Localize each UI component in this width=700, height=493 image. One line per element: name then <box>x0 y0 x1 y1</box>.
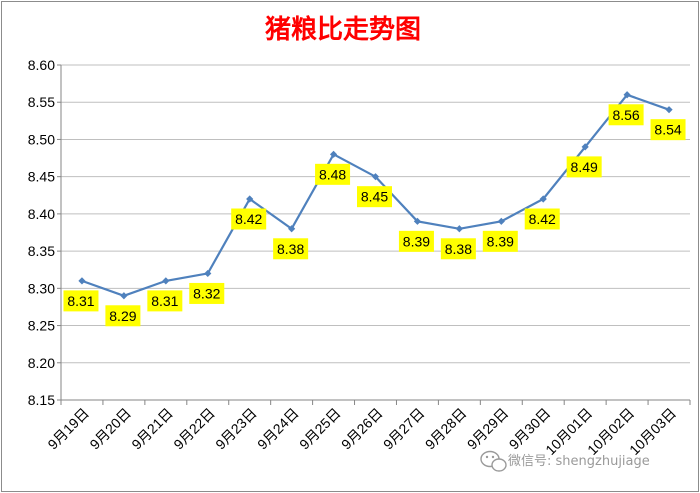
axes <box>57 64 691 405</box>
data-label: 8.38 <box>277 241 304 257</box>
data-point <box>539 195 547 203</box>
data-label: 8.42 <box>529 211 556 227</box>
data-label-bg <box>357 186 392 208</box>
data-label: 8.42 <box>235 211 262 227</box>
data-label: 8.49 <box>571 159 598 175</box>
y-tick-label: 8.35 <box>28 243 55 259</box>
data-point <box>413 217 422 225</box>
data-point <box>581 143 589 151</box>
watermark-text: 微信号: shengzhujiage <box>508 454 650 469</box>
y-tick-label: 8.40 <box>28 206 55 222</box>
x-tick-label: 9月29日 <box>464 405 512 453</box>
data-label-bg <box>273 238 309 260</box>
data-label-bg <box>63 290 99 312</box>
data-point <box>371 173 380 181</box>
data-point <box>288 225 296 233</box>
x-tick-label: 9月28日 <box>422 405 470 453</box>
y-tick-label: 8.55 <box>28 94 55 110</box>
y-tick-label: 8.20 <box>28 355 55 371</box>
data-labels: 8.31 8.29 8.31 8.32 8.42 8.38 8.48 8.45 8.39 8.38… <box>63 104 686 327</box>
data-label: 8.31 <box>151 293 178 309</box>
x-tick-label: 9月25日 <box>296 405 344 453</box>
data-point <box>329 150 338 158</box>
data-point <box>623 91 631 99</box>
data-label: 8.45 <box>361 189 388 205</box>
x-tick-label: 9月21日 <box>128 405 176 453</box>
data-label-bg <box>189 282 225 304</box>
data-label-bg <box>482 230 518 252</box>
data-point <box>455 225 463 233</box>
data-label-bg <box>231 208 267 230</box>
data-label-bg <box>315 163 351 185</box>
data-point <box>78 277 86 285</box>
data-label-bg <box>524 208 560 230</box>
grid-lines <box>61 64 690 364</box>
data-label-bg <box>608 104 644 126</box>
x-tick-label: 9月23日 <box>212 405 260 453</box>
data-markers <box>78 91 673 300</box>
x-tick-label: 9月26日 <box>338 405 386 453</box>
data-label: 8.32 <box>193 285 220 301</box>
wechat-icon <box>480 450 507 472</box>
y-tick-label: 8.45 <box>28 169 55 185</box>
data-label-bg <box>440 238 476 260</box>
data-label-bg <box>147 290 183 312</box>
data-point <box>162 277 170 285</box>
data-label: 8.48 <box>319 166 346 182</box>
y-tick-label: 8.15 <box>28 392 55 408</box>
data-label-bg <box>105 305 141 327</box>
x-tick-label: 9月19日 <box>44 405 92 453</box>
x-tick-label: 9月20日 <box>86 405 134 453</box>
data-label: 8.29 <box>109 308 136 324</box>
data-point <box>120 292 128 300</box>
y-tick-label: 8.60 <box>28 57 55 73</box>
chart-title: 猪粮比走势图 <box>265 14 421 45</box>
watermark: 微信号: shengzhujiage <box>480 450 650 472</box>
data-label-bg <box>398 230 434 252</box>
data-label: 8.54 <box>654 122 681 138</box>
x-tick-labels: 9月19日9月20日9月21日9月22日9月23日9月24日9月25日9月26日… <box>44 405 679 458</box>
x-tick-label: 10月03日 <box>626 405 679 458</box>
y-tick-labels: 8.15 8.20 8.25 8.30 8.35 8.40 8.45 8.50 8.55 8.60 <box>28 57 55 408</box>
data-label: 8.39 <box>487 233 514 249</box>
data-point <box>204 269 212 278</box>
data-point <box>665 106 673 114</box>
data-label: 8.38 <box>445 241 472 257</box>
y-tick-label: 8.30 <box>28 280 55 296</box>
data-point <box>246 195 254 203</box>
y-tick-label: 8.50 <box>28 131 55 147</box>
data-label: 8.56 <box>612 107 639 123</box>
y-tick-label: 8.25 <box>28 318 55 334</box>
x-tick-label: 9月24日 <box>254 405 302 453</box>
data-label: 8.31 <box>67 293 94 309</box>
data-point <box>497 217 505 225</box>
x-tick-label: 9月22日 <box>170 405 218 453</box>
data-label-bg <box>566 156 602 178</box>
data-label: 8.39 <box>403 233 430 249</box>
data-label-bg <box>650 119 686 141</box>
x-tick-label: 9月27日 <box>380 405 428 453</box>
